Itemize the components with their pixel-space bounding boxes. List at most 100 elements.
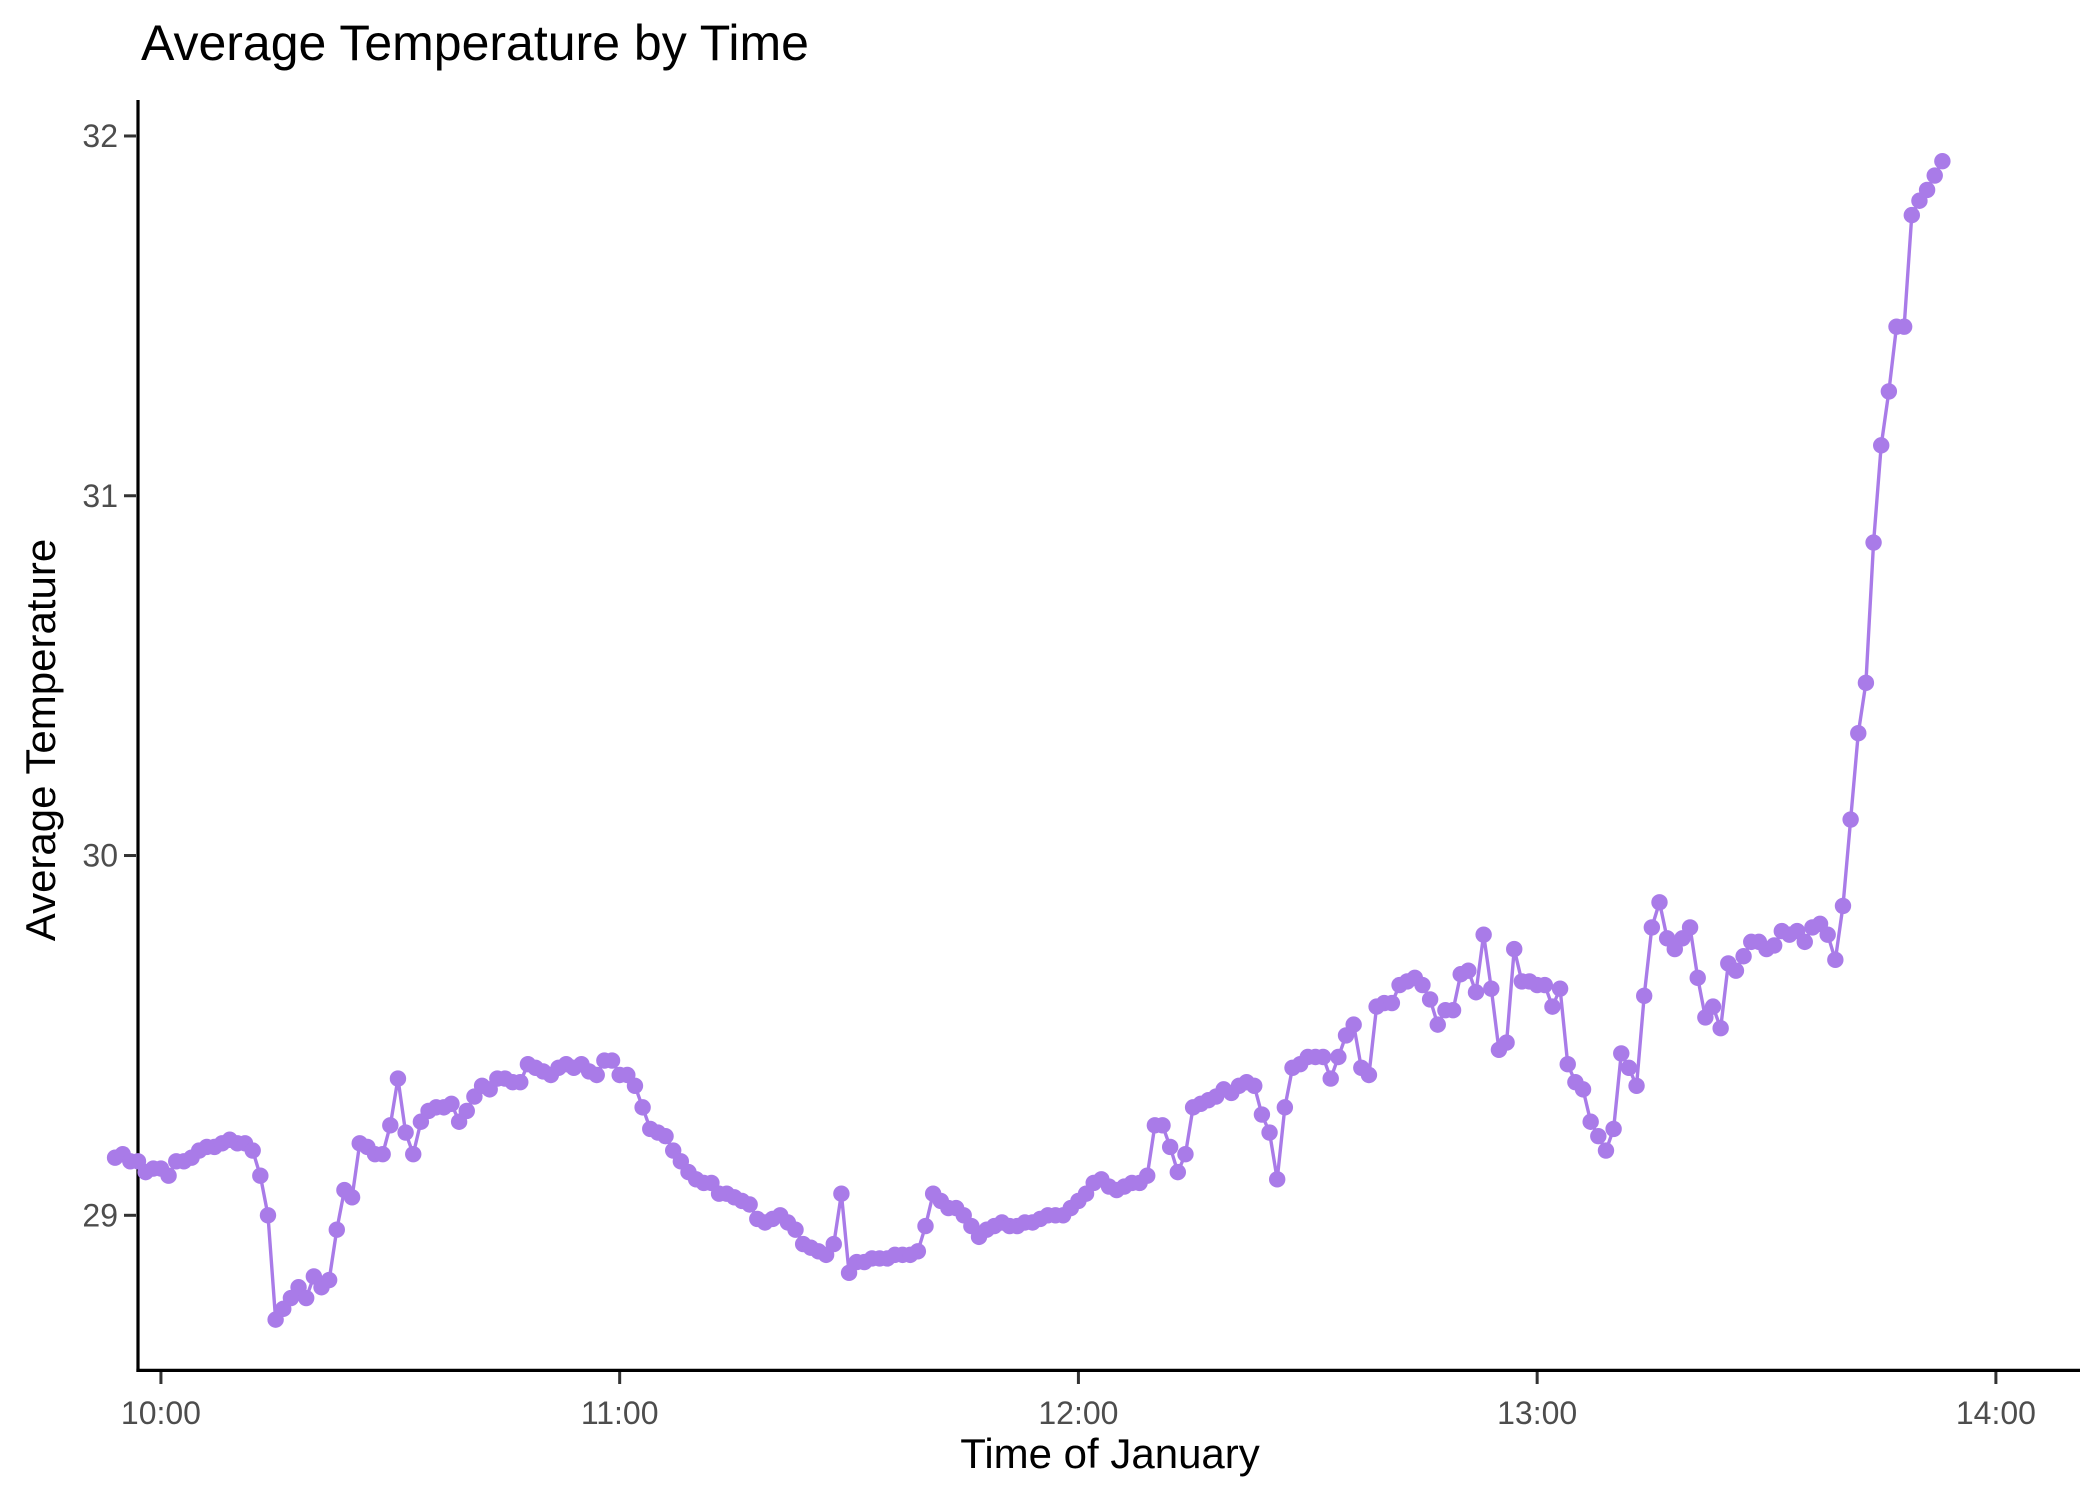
data-point xyxy=(1314,1048,1332,1066)
data-point xyxy=(833,1185,850,1202)
data-point xyxy=(405,1145,422,1163)
data-point xyxy=(1483,980,1500,997)
data-point xyxy=(1819,926,1836,943)
data-point xyxy=(1467,984,1485,1001)
data-point xyxy=(1827,951,1844,969)
data-point xyxy=(1735,948,1752,965)
y-axis-ticks: 29 30 31 32 xyxy=(82,118,136,1233)
data-point xyxy=(1934,152,1951,170)
y-axis-label: Average Temperature xyxy=(17,539,64,941)
data-point xyxy=(1865,534,1882,551)
data-point xyxy=(1253,1106,1271,1123)
data-point xyxy=(397,1124,414,1141)
data-point xyxy=(1421,991,1439,1008)
data-point xyxy=(1544,998,1561,1015)
data-point xyxy=(1161,1138,1179,1156)
data-point xyxy=(1269,1171,1286,1188)
data-point xyxy=(1414,976,1431,994)
x-tick-label: 11:00 xyxy=(581,1395,659,1431)
series-line xyxy=(114,160,1944,1322)
data-point xyxy=(1895,318,1913,335)
data-point xyxy=(458,1102,475,1120)
data-point xyxy=(1139,1167,1156,1184)
data-point xyxy=(1582,1113,1599,1130)
data-point xyxy=(1689,969,1706,987)
data-point xyxy=(1796,933,1813,951)
data-point xyxy=(825,1235,842,1253)
data-point xyxy=(1498,1034,1515,1051)
data-point xyxy=(1177,1145,1194,1163)
data-point xyxy=(909,1243,927,1260)
data-point xyxy=(1704,998,1722,1015)
data-point xyxy=(1475,926,1492,943)
plot-area: 10:00 11:00 12:00 13:00 14:00 29 30 31 32 xyxy=(82,100,2080,1431)
data-point xyxy=(1429,1016,1446,1033)
data-point xyxy=(1590,1127,1607,1145)
data-point xyxy=(1727,962,1745,979)
data-point xyxy=(1154,1117,1171,1134)
data-point xyxy=(1850,725,1867,742)
data-point xyxy=(588,1066,605,1084)
data-point xyxy=(244,1142,261,1159)
data-point xyxy=(1551,980,1569,997)
data-point xyxy=(1261,1124,1278,1141)
data-point xyxy=(603,1052,621,1069)
data-point xyxy=(1873,437,1890,454)
data-point xyxy=(1276,1099,1294,1116)
y-tick-label: 30 xyxy=(82,838,118,874)
data-point xyxy=(1383,994,1401,1012)
data-point xyxy=(741,1196,758,1213)
data-point xyxy=(1605,1120,1622,1138)
data-point xyxy=(298,1289,315,1307)
data-point xyxy=(1651,894,1668,911)
data-point xyxy=(443,1095,460,1112)
chart-title: Average Temperature by Time xyxy=(141,15,809,71)
x-tick-label: 13:00 xyxy=(1497,1395,1577,1431)
y-tick-label: 32 xyxy=(82,118,118,154)
data-point xyxy=(1559,1055,1576,1073)
data-point xyxy=(1169,1163,1187,1181)
data-point xyxy=(512,1073,529,1091)
x-axis-ticks: 10:00 11:00 12:00 13:00 14:00 xyxy=(121,1372,2036,1431)
x-tick-label: 10:00 xyxy=(121,1395,201,1431)
data-point xyxy=(1857,674,1875,692)
data-point xyxy=(1536,976,1554,994)
data-point xyxy=(1903,206,1921,224)
data-point xyxy=(320,1271,338,1289)
data-point xyxy=(1574,1081,1592,1098)
data-point xyxy=(1681,919,1699,936)
data-point xyxy=(1834,897,1852,915)
data-point xyxy=(1460,962,1477,979)
x-tick-label: 12:00 xyxy=(1038,1395,1118,1431)
data-point xyxy=(1597,1142,1615,1159)
data-point xyxy=(1613,1045,1630,1062)
data-point xyxy=(1322,1070,1339,1087)
data-point xyxy=(1926,167,1943,184)
data-point xyxy=(634,1099,651,1116)
x-tick-label: 14:00 xyxy=(1956,1395,2036,1431)
data-point xyxy=(657,1127,674,1145)
data-point xyxy=(1345,1016,1362,1033)
data-point xyxy=(1360,1066,1378,1084)
data-point xyxy=(917,1217,934,1235)
data-point xyxy=(787,1221,804,1238)
data-point xyxy=(1246,1077,1263,1094)
data-point xyxy=(1620,1059,1638,1076)
data-point xyxy=(252,1167,269,1184)
data-point xyxy=(1628,1077,1645,1094)
data-point xyxy=(626,1077,644,1094)
data-points xyxy=(106,152,1951,1328)
y-tick-label: 31 xyxy=(82,478,118,514)
data-point xyxy=(1842,811,1859,828)
data-point xyxy=(1918,181,1936,199)
data-point xyxy=(343,1189,361,1206)
data-point xyxy=(1330,1048,1347,1066)
data-point xyxy=(1506,940,1523,958)
data-point xyxy=(1712,1020,1729,1037)
data-point xyxy=(328,1221,345,1238)
data-point xyxy=(374,1145,391,1163)
data-point xyxy=(1643,919,1661,936)
x-axis-label: Time of January xyxy=(960,1430,1260,1477)
data-point xyxy=(1765,937,1783,954)
